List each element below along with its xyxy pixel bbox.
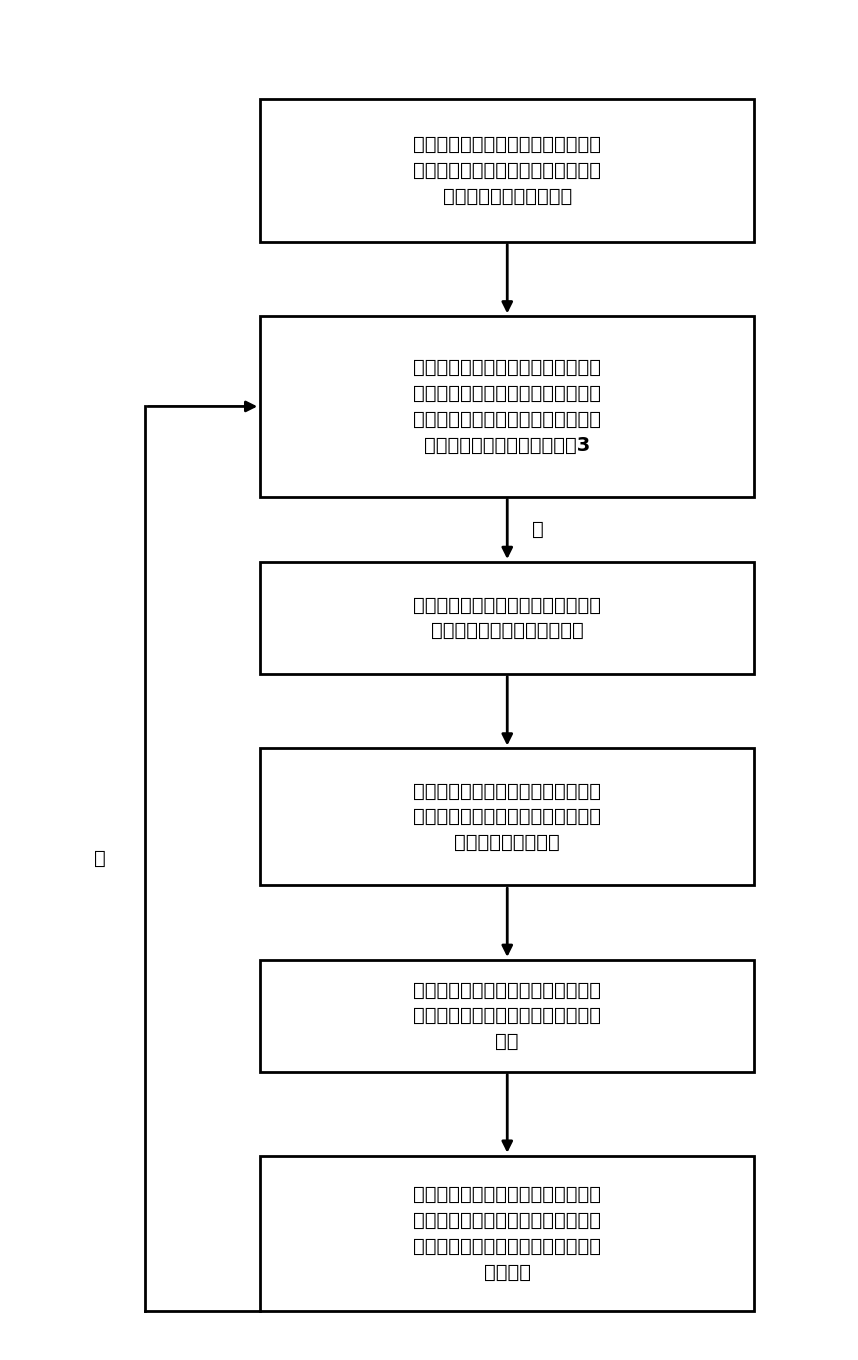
Text: 通过四个相机的权重相位之和确定第
一个相机上任一点的绝对相位: 通过四个相机的权重相位之和确定第 一个相机上任一点的绝对相位	[414, 596, 601, 641]
Text: 按照投影仪相机位置优化策略调整测
量系统中四个相机，一个投影仪的空
间位置，并完成系统标定: 按照投影仪相机位置优化策略调整测 量系统中四个相机，一个投影仪的空 间位置，并完…	[414, 135, 601, 205]
Bar	[260, 99, 754, 242]
Text: 根据已经得到的三维数据求解出第一
个相机在第五个相机上的对应点获取
对应点的彩色纹理，完成三维数据真
彩色显示: 根据已经得到的三维数据求解出第一 个相机在第五个相机上的对应点获取 对应点的彩色…	[414, 1185, 601, 1281]
Bar	[260, 1156, 754, 1311]
Bar	[260, 562, 754, 673]
Text: 根据第一个相机上的点以及其亚像素
对应点计算出空间三维点，完成三维
测量: 根据第一个相机上的点以及其亚像素 对应点计算出空间三维点，完成三维 测量	[414, 981, 601, 1051]
Bar	[260, 960, 754, 1072]
Text: 利用步骤二中标定好的测量系统测量
平板并计算通过第二个相机后的候选
点数量，此时判断第一个相机上任意
点其候选点数量小于或者等于3: 利用步骤二中标定好的测量系统测量 平板并计算通过第二个相机后的候选 点数量，此时…	[414, 358, 601, 454]
Bar	[260, 317, 754, 496]
Text: 否: 否	[94, 849, 106, 868]
Text: 根据绝对相位计算出第一个相机上的
点在第四个相机上的对应点并对这些
对应点进行亚像素化: 根据绝对相位计算出第一个相机上的 点在第四个相机上的对应点并对这些 对应点进行亚…	[414, 782, 601, 851]
Text: 是: 是	[532, 520, 544, 539]
Bar	[260, 748, 754, 885]
